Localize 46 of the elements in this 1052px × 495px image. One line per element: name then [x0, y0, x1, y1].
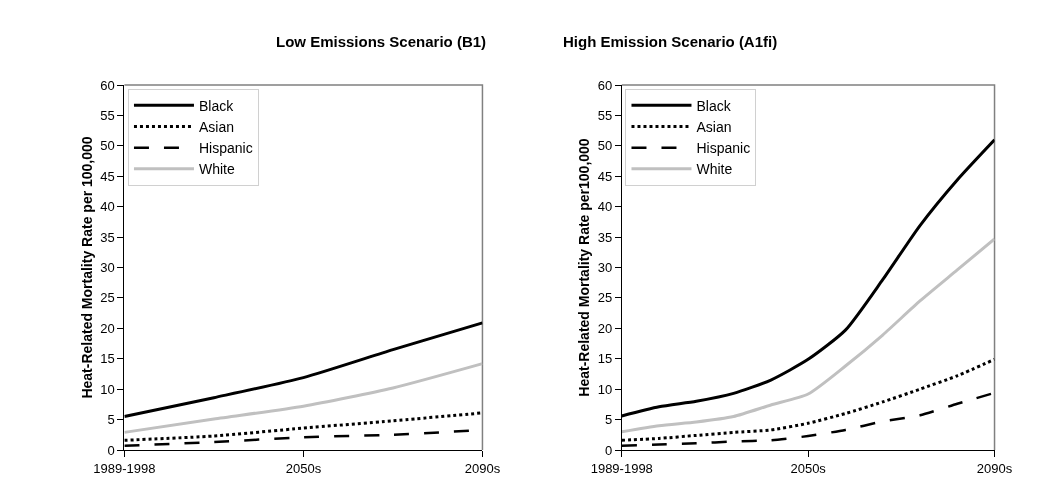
- x-tick-label: 2050s: [790, 460, 827, 476]
- y-tick-label: 0: [107, 442, 115, 458]
- y-axis-title: Heat-Related Mortality Rate per100,000: [576, 138, 593, 397]
- x-tick-label: 2090s: [976, 460, 1013, 476]
- y-tick-label: 35: [100, 229, 115, 245]
- y-tick-label: 35: [597, 229, 613, 245]
- y-tick-label: 10: [597, 381, 613, 397]
- legend-label: Hispanic: [198, 140, 253, 157]
- legend-label: Hispanic: [696, 140, 751, 157]
- legend-label: Black: [696, 97, 732, 114]
- legend-label: White: [696, 161, 733, 178]
- y-tick-label: 45: [100, 168, 115, 184]
- chart-title: Low Emissions Scenario (B1): [276, 33, 487, 50]
- y-tick-label: 20: [597, 320, 613, 336]
- y-axis-title: Heat-Related Mortality Rate per 100,000: [78, 136, 95, 399]
- legend-label: Black: [198, 97, 235, 114]
- y-tick-label: 50: [100, 138, 115, 154]
- chart-title: High Emission Scenario (A1fi): [563, 33, 778, 50]
- legend-label: White: [198, 161, 235, 178]
- x-tick-label: 2050s: [285, 460, 322, 476]
- y-tick-label: 45: [597, 168, 613, 184]
- x-tick-label: 2090s: [464, 460, 501, 476]
- x-tick-label: 1989-1998: [93, 460, 156, 476]
- y-tick-label: 15: [100, 351, 115, 367]
- y-tick-label: 60: [597, 77, 613, 93]
- legend-label: Asian: [696, 118, 732, 135]
- y-tick-label: 50: [597, 138, 613, 154]
- x-tick-label: 1989-1998: [590, 460, 653, 476]
- y-tick-label: 25: [597, 290, 613, 306]
- y-tick-label: 0: [604, 442, 613, 458]
- y-tick-label: 25: [100, 290, 115, 306]
- y-tick-label: 40: [100, 199, 115, 215]
- line-series: [621, 237, 995, 434]
- y-tick-label: 60: [100, 77, 115, 93]
- y-tick-label: 15: [597, 351, 613, 367]
- y-tick-label: 10: [100, 381, 115, 397]
- line-series: [124, 362, 483, 434]
- legend-label: Asian: [198, 118, 234, 135]
- y-tick-label: 20: [100, 320, 115, 336]
- y-tick-label: 55: [597, 107, 613, 123]
- y-tick-label: 40: [597, 199, 613, 215]
- y-tick-label: 55: [100, 107, 115, 123]
- y-tick-label: 5: [604, 412, 613, 428]
- y-tick-label: 30: [597, 260, 613, 276]
- y-tick-label: 30: [100, 260, 115, 276]
- y-tick-label: 5: [107, 412, 115, 428]
